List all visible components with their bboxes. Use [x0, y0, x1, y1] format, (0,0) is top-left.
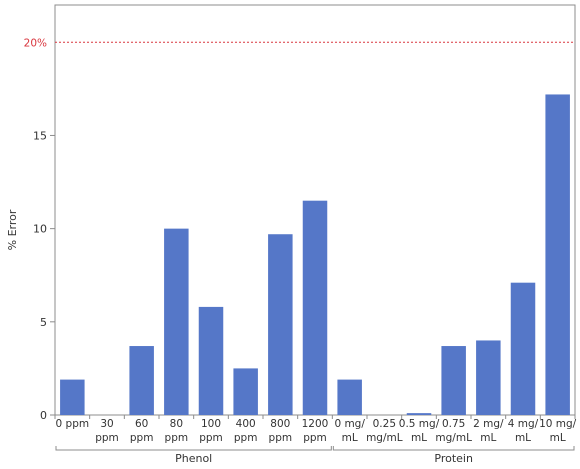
x-category-label: mL [550, 432, 566, 444]
x-category-label: ppm [303, 432, 327, 444]
group-label-protein: Protein [434, 452, 473, 465]
x-category-label: 30 [100, 418, 113, 430]
x-category-label: mL [342, 432, 358, 444]
x-category-label: mg/mL [435, 432, 472, 444]
bar-60-ppm [129, 346, 154, 415]
bar-0-ppm [60, 379, 85, 415]
bar-0-5-mg-ml [406, 413, 432, 415]
x-category-label: 0.75 [442, 418, 465, 430]
x-category-label: 100 [201, 418, 221, 430]
bar-1200-ppm [302, 200, 328, 415]
x-category-label: ppm [269, 432, 293, 444]
x-category-label: 2 mg/ [473, 418, 504, 430]
x-category-label: 4 mg/ [508, 418, 539, 430]
bar-100-ppm [198, 306, 224, 415]
x-category-label: ppm [165, 432, 189, 444]
x-category-label: 80 [170, 418, 183, 430]
y-tick-label: 15 [33, 129, 47, 142]
x-category-label: 1200 [302, 418, 329, 430]
x-category-label: 400 [236, 418, 256, 430]
x-category-label: 60 [135, 418, 148, 430]
x-category-label: ppm [130, 432, 154, 444]
x-category-label: 0.25 [373, 418, 396, 430]
x-category-label: ppm [95, 432, 119, 444]
bar-0-mg-ml [337, 379, 362, 415]
group-bracket [55, 446, 332, 451]
group-label-phenol: Phenol [175, 452, 212, 465]
bar-80-ppm [164, 228, 189, 415]
bar-2-mg-ml [476, 340, 501, 415]
x-category-label: mg/mL [366, 432, 403, 444]
x-category-label: mL [411, 432, 427, 444]
x-category-label: 0.5 mg/ [399, 418, 440, 430]
x-category-label: ppm [199, 432, 223, 444]
bar-4-mg-ml [510, 282, 536, 415]
x-category-label: mL [480, 432, 496, 444]
x-category-label: ppm [234, 432, 258, 444]
bar-800-ppm [268, 234, 293, 415]
bar-400-ppm [233, 368, 258, 415]
bar-0-75-mg-ml [441, 346, 466, 415]
y-tick-label: 0 [40, 409, 47, 422]
reference-line-label: 20% [24, 37, 47, 49]
y-tick-label: 10 [33, 223, 47, 236]
y-tick-label: 5 [40, 316, 47, 329]
x-category-label: 0 mg/ [334, 418, 365, 430]
group-bracket [332, 446, 575, 451]
x-category-label: 10 mg/ [539, 418, 577, 430]
x-category-label: 800 [270, 418, 290, 430]
y-axis-title: % Error [6, 209, 19, 250]
x-category-label: 0 ppm [56, 418, 90, 430]
x-category-label: mL [515, 432, 531, 444]
bar-10-mg-ml [545, 94, 570, 416]
